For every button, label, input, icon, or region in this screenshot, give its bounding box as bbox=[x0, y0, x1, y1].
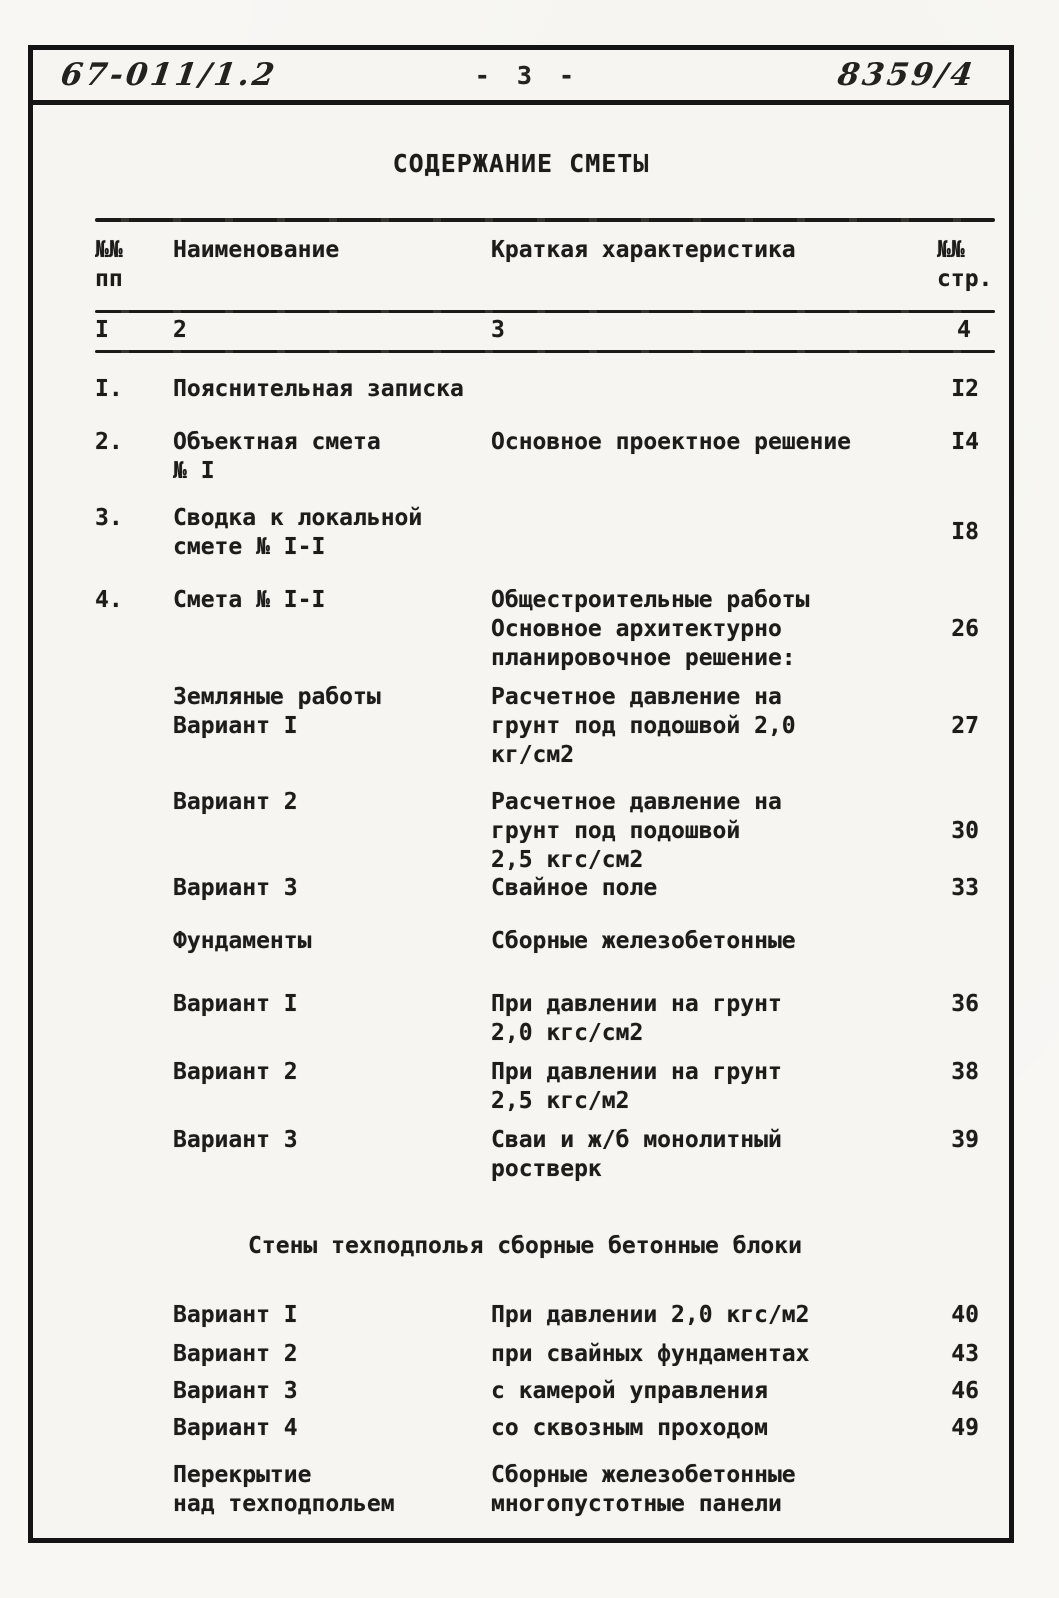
row-name: Вариант 4 bbox=[173, 1415, 298, 1442]
table-row: Вариант I При давлении на грунт 2,0 кгс/… bbox=[95, 990, 995, 1048]
row-name: Вариант 3 bbox=[173, 1127, 298, 1154]
row-page: I2 bbox=[951, 375, 979, 402]
row-desc: со сквозным проходом bbox=[491, 1415, 768, 1442]
table-row: Вариант 3 Свайное поле 33 bbox=[95, 874, 995, 903]
row-name: Объектная смета № I bbox=[173, 428, 381, 484]
table-header-row: №№ пп Наименование Краткая характеристик… bbox=[95, 222, 995, 310]
table-row: 3. Сводка к локальной смете № I-I I8 bbox=[95, 504, 995, 562]
document-code-right: 8359/4 bbox=[835, 57, 978, 93]
table-row: I. Пояснительная записка I2 bbox=[95, 375, 995, 404]
header-name: Наименование bbox=[173, 237, 340, 263]
row-name: Вариант I bbox=[173, 1302, 298, 1329]
document-frame: 67-011/1.2 - 3 - 8359/4 СОДЕРЖАНИЕ СМЕТЫ… bbox=[28, 45, 1014, 1543]
table-rule-top bbox=[95, 218, 995, 222]
row-num: 3. bbox=[95, 504, 123, 531]
row-name: Вариант 2 bbox=[173, 1059, 298, 1086]
row-desc: Расчетное давление на грунт под подошвой… bbox=[491, 683, 796, 768]
row-page: 30 bbox=[951, 817, 979, 844]
column-number-row: I 2 3 4 bbox=[95, 313, 995, 350]
row-name: Смета № I-I bbox=[173, 586, 326, 613]
row-name: Сводка к локальной смете № I-I bbox=[173, 504, 423, 560]
row-num: I. bbox=[95, 375, 123, 402]
row-name: Пояснительная записка bbox=[173, 375, 464, 402]
row-page: I4 bbox=[951, 428, 979, 455]
row-page: I8 bbox=[951, 519, 979, 546]
column-number-3: 3 bbox=[491, 316, 505, 343]
row-name: Перекрытие над техподпольем bbox=[173, 1462, 395, 1518]
document-title: СОДЕРЖАНИЕ СМЕТЫ bbox=[392, 149, 650, 178]
table-row: Вариант 2 Расчетное давление на грунт по… bbox=[95, 788, 995, 875]
row-page: 46 bbox=[951, 1378, 979, 1405]
table-row: Вариант I При давлении 2,0 кгс/м2 40 bbox=[95, 1301, 995, 1330]
column-number-4: 4 bbox=[957, 316, 971, 343]
page-header-strip: 67-011/1.2 - 3 - 8359/4 bbox=[33, 50, 1009, 105]
table-row: Вариант 3 Сваи и ж/б монолитный ростверк… bbox=[95, 1126, 995, 1184]
row-page: 38 bbox=[951, 1059, 979, 1086]
row-desc: Основное проектное решение bbox=[491, 428, 852, 455]
row-name: Фундаменты bbox=[173, 928, 312, 955]
row-desc: Расчетное давление на грунт под подошвой… bbox=[491, 788, 782, 873]
table-row: 2. Объектная смета № I Основное проектно… bbox=[95, 428, 995, 486]
table-of-contents: №№ пп Наименование Краткая характеристик… bbox=[33, 218, 1009, 1519]
row-desc: с камерой управления bbox=[491, 1378, 768, 1405]
row-name: Вариант 3 bbox=[173, 1378, 298, 1405]
row-desc: При давлении 2,0 кгс/м2 bbox=[491, 1302, 810, 1329]
table-rule-bottom bbox=[95, 349, 995, 353]
header-page: №№ стр. bbox=[937, 237, 993, 292]
column-number-2: 2 bbox=[173, 316, 187, 343]
row-page: 26 bbox=[951, 615, 979, 642]
row-name: Земляные работы Вариант I bbox=[173, 683, 381, 739]
row-desc: Общестроительные работы Основное архитек… bbox=[491, 586, 810, 671]
row-num: 4. bbox=[95, 586, 123, 613]
row-page: 43 bbox=[951, 1341, 979, 1368]
header-desc: Краткая характеристика bbox=[491, 237, 796, 263]
row-num: 2. bbox=[95, 428, 123, 455]
row-desc: Сваи и ж/б монолитный ростверк bbox=[491, 1127, 782, 1183]
row-desc: при свайных фундаментах bbox=[491, 1341, 810, 1368]
document-code-left: 67-011/1.2 bbox=[58, 57, 280, 93]
table-row: Вариант 4 со сквозным проходом 49 bbox=[95, 1414, 995, 1443]
table-body: I. Пояснительная записка I2 2. Объектная… bbox=[95, 353, 995, 1519]
table-row: Вариант 3 с камерой управления 46 bbox=[95, 1377, 995, 1406]
row-name: Вариант 3 bbox=[173, 875, 298, 902]
row-page: 33 bbox=[951, 875, 979, 902]
table-row: 4. Смета № I-I Общестроительные работы О… bbox=[95, 586, 995, 673]
column-number-1: I bbox=[95, 316, 109, 343]
table-row: Вариант 2 При давлении на грунт 2,5 кгс/… bbox=[95, 1058, 995, 1116]
table-row: Вариант 2 при свайных фундаментах 43 bbox=[95, 1340, 995, 1369]
row-desc: Сборные железобетонные многопустотные па… bbox=[491, 1462, 796, 1518]
row-desc: Сборные железобетонные bbox=[491, 928, 796, 955]
row-page: 27 bbox=[951, 712, 979, 739]
row-name: Вариант I bbox=[173, 991, 298, 1018]
row-page: 39 bbox=[951, 1127, 979, 1154]
section-heading: Стены техподполья сборные бетонные блоки bbox=[248, 1233, 802, 1260]
row-page: 49 bbox=[951, 1415, 979, 1442]
row-name: Вариант 2 bbox=[173, 788, 298, 815]
page-number: - 3 - bbox=[474, 60, 581, 90]
header-num: №№ пп bbox=[95, 237, 123, 292]
table-row: Перекрытие над техподпольем Сборные желе… bbox=[95, 1461, 995, 1519]
table-rule-mid bbox=[95, 309, 995, 313]
row-desc: Свайное поле bbox=[491, 875, 658, 902]
row-page: 40 bbox=[951, 1302, 979, 1329]
table-row: Фундаменты Сборные железобетонные bbox=[95, 927, 995, 956]
row-page: 36 bbox=[951, 991, 979, 1018]
row-name: Вариант 2 bbox=[173, 1341, 298, 1368]
table-row: Земляные работы Вариант I Расчетное давл… bbox=[95, 683, 995, 770]
row-desc: При давлении на грунт 2,5 кгс/м2 bbox=[491, 1059, 782, 1115]
row-desc: При давлении на грунт 2,0 кгс/см2 bbox=[491, 991, 782, 1047]
